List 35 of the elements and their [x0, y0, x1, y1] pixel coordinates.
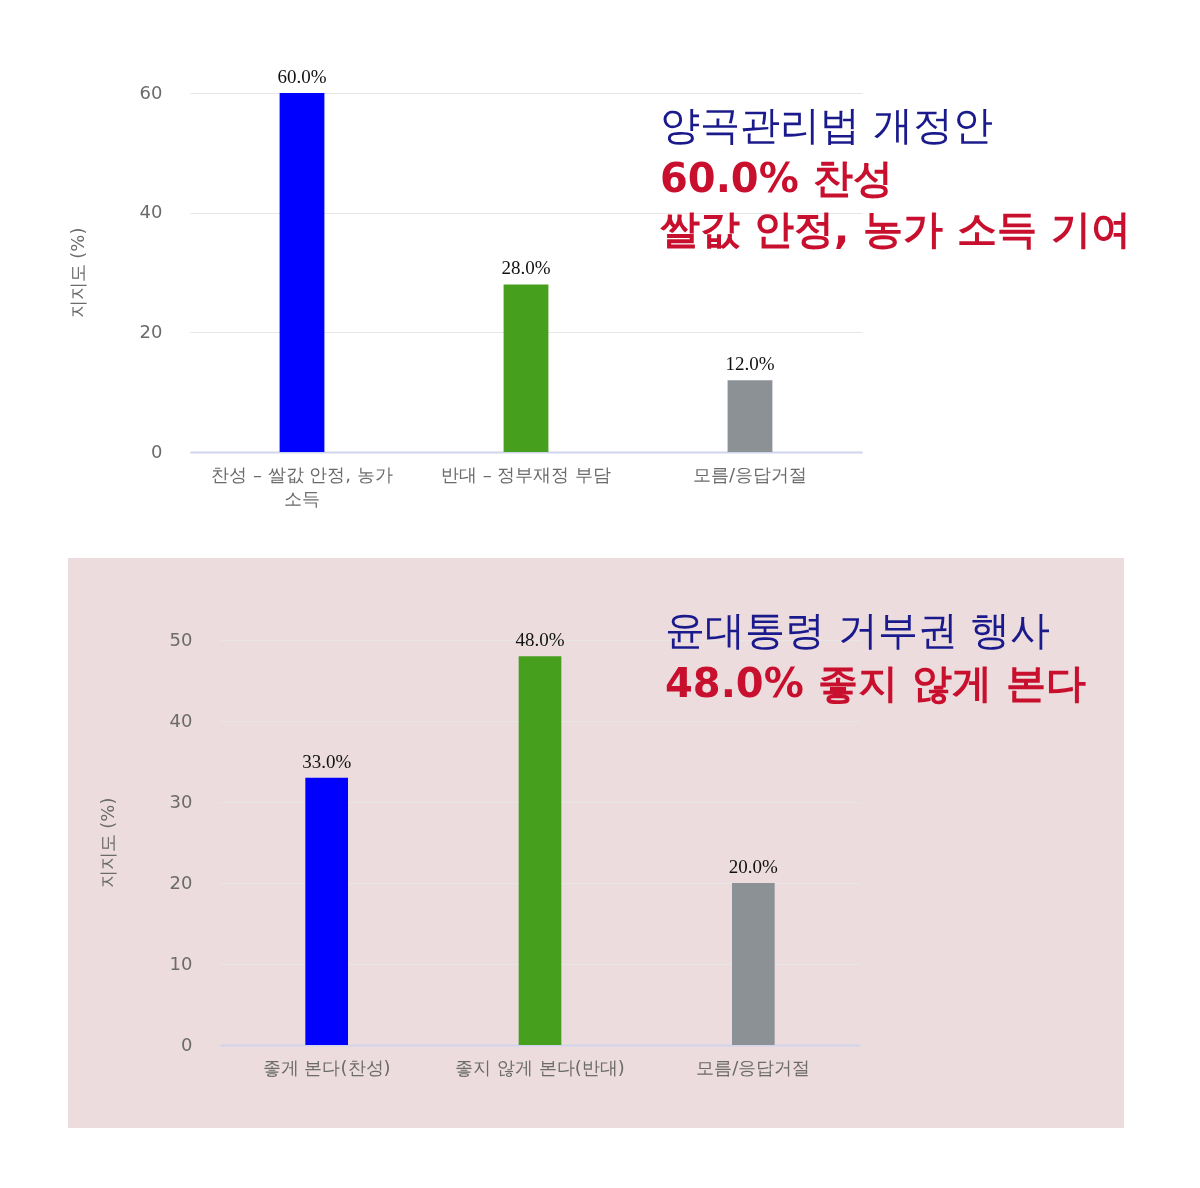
data-label: 60.0%	[277, 66, 327, 87]
data-label: 48.0%	[515, 629, 565, 651]
x-tick-label: 좋게 본다(찬성)	[262, 1056, 391, 1078]
y-tick-label: 50	[169, 628, 193, 650]
y-tick-label: 10	[169, 952, 193, 974]
bar	[305, 777, 348, 1045]
data-label: 20.0%	[728, 856, 779, 877]
x-tick-label: 반대 – 정부재정 부담	[440, 463, 612, 485]
y-axis-title: 지지도 (%)	[66, 227, 88, 319]
x-tick-label: 좋지 않게 본다(반대)	[455, 1056, 625, 1078]
chart-title: 양곡관리법 개정안	[660, 102, 993, 148]
annotation: 60.0% 찬성	[660, 155, 893, 201]
y-tick-label: 0	[181, 1033, 193, 1055]
x-tick-label: 모름/응답거절	[692, 463, 808, 485]
data-label: 28.0%	[501, 257, 551, 279]
y-tick-label: 20	[139, 320, 163, 342]
bar	[503, 284, 549, 452]
x-tick-label: 찬성 – 쌀값 안정, 농가 소득	[211, 463, 393, 509]
annotation: 쌀값 안정, 농가 소득 기여	[660, 206, 1131, 252]
y-tick-label: 60	[139, 81, 163, 103]
y-axis-title: 지지도 (%)	[96, 797, 118, 889]
y-tick-label: 40	[139, 201, 163, 223]
bar	[279, 93, 325, 452]
y-tick-label: 40	[169, 709, 193, 731]
bar	[518, 656, 562, 1045]
annotation: 48.0% 좋지 않게 본다	[665, 660, 1086, 706]
chart-title: 윤대통령 거부권 행사	[665, 607, 1051, 653]
bar	[732, 883, 775, 1045]
y-tick-label: 30	[169, 790, 193, 812]
x-tick-label: 모름/응답거절	[696, 1056, 811, 1078]
data-label: 33.0%	[302, 750, 352, 772]
data-label: 12.0%	[725, 353, 775, 375]
y-tick-label: 0	[151, 440, 163, 462]
y-tick-label: 20	[169, 871, 193, 893]
bar	[727, 380, 773, 452]
